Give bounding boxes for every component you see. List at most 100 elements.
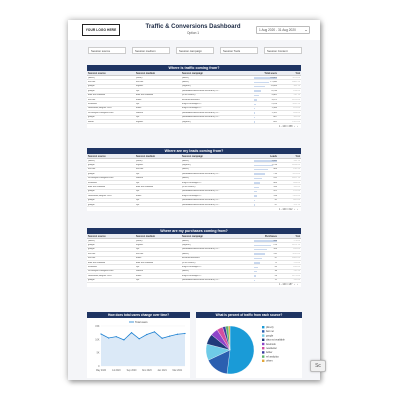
table-row: fast net fast net (direct) 132 -15.3 % [87,252,301,257]
column-header[interactable]: Session medium [136,154,155,158]
purchases-table: Where are my purchases coming from? Sessi… [87,228,301,287]
table-cell: (direct) [182,270,189,273]
prev-page-icon[interactable]: ‹ [294,124,296,128]
metric-cell: 406 [253,182,279,184]
legend-label: (direct) [266,326,274,329]
table-cell: ref analytics.adsgeek.com [88,111,114,114]
table-row: fast net email fixstore/newsletter 97 +26.5 … [87,257,301,261]
table-cell: fast net [88,81,96,84]
metric-bar [254,173,266,175]
table-cell: google [88,199,95,202]
table-title: Where is traffic coming from? [87,65,301,71]
users-line-chart-card: How does total users change over time? T… [87,312,190,378]
column-header[interactable]: Session source [88,154,106,158]
metric-cell: 71 [253,262,279,264]
next-page-icon[interactable]: › [297,283,298,287]
data-point [108,337,110,339]
metric-bar [254,99,258,101]
column-header[interactable]: Session campaign [182,234,203,238]
metric-cell: 24 [253,275,279,277]
pagination-label: 1 - 100 / 187 [278,283,293,287]
table-header-row: Session source Session medium Session camp… [87,71,301,76]
filter-session-medium[interactable]: Session medium [132,47,170,54]
table-cell: mug2020/budget-27 [182,181,202,184]
x-tick-label: Sep 2020 [127,370,138,372]
metric-value: 55 [274,266,277,269]
legend-swatch [262,326,265,329]
metric-value: 38 [274,270,277,273]
metric-bar [254,204,255,206]
table-row: data not available data not available (in … [87,94,301,98]
column-header[interactable]: Session source [88,234,106,238]
metric-value: 158 [273,194,277,197]
data-point [138,338,140,340]
column-header[interactable]: Session campaign [182,154,203,158]
table-cell: google [88,89,95,92]
data-point [123,339,125,341]
delta-cell: -15.3 % [292,252,300,255]
metric-value: 71 [274,261,277,264]
legend-label: Total users [135,320,148,324]
pagination[interactable]: 1 - 100 / 312 ‹ › [87,207,301,211]
column-header[interactable]: Session medium [136,234,155,238]
data-point [100,333,102,335]
table-cell: cpc [136,181,140,184]
table-cell: data not available [88,94,106,97]
metric-cell: 158 [253,195,279,197]
delta-cell: +4.4 % [293,248,300,251]
metric-cell: 887 [253,116,279,119]
pie-slice[interactable] [226,325,255,375]
data-point [169,335,171,337]
table-row: google organic (organic) 213 +12.1 % [87,243,301,248]
filter-session-source[interactable]: Session source [88,47,126,54]
column-header[interactable]: Session campaign [182,71,203,75]
series-line-total-users [100,331,186,341]
table-cell: google [88,190,95,193]
table-row: google cpc (brandable/about-more-list-and-… [87,203,301,208]
table-cell: (brandable/about-more-list-and-to) %... [182,190,220,193]
column-header[interactable]: % Δ [295,154,300,158]
filter-session-campaign[interactable]: Session campaign [176,47,214,54]
date-range-label: 1 Aug 2020 - 31 Aug 2020 [259,28,296,32]
data-point [184,332,186,335]
metric-bar [254,94,260,97]
table-row: (direct) (none) (direct) 25,601 -12.4 % [87,76,301,81]
y-tick-label: 15K [95,325,100,328]
table-cell: fast net [136,252,144,255]
column-header[interactable]: Session medium [136,71,155,75]
column-header[interactable]: Purchases [264,234,277,238]
legend-swatch [262,330,265,333]
metric-cell: 17,090 [253,81,279,84]
delta-cell: +21.0 % [291,98,300,101]
metric-cell: 213 [253,244,279,247]
traffic-table: Where is traffic coming from? Session sou… [87,65,301,129]
column-header[interactable]: Total users [264,71,277,75]
metric-value: 1,218 [271,164,277,167]
table-title: Where are my purchases coming from? [87,228,301,234]
metric-value: 333 [273,186,277,189]
delta-cell: +8.8 % [293,181,300,184]
next-page-icon[interactable]: › [297,207,298,211]
prev-page-icon[interactable]: ‹ [294,283,296,287]
pie-slice[interactable] [228,325,231,351]
metric-cell: 92 [253,199,279,202]
pagination[interactable]: 1 - 100 / 458 ‹ › [87,124,301,128]
column-header[interactable]: % Δ [295,234,300,238]
next-page-icon[interactable]: › [297,124,298,128]
column-header[interactable]: Leads [270,154,277,158]
metric-value: 8,234 [271,89,277,92]
table-cell: referral [136,111,143,114]
filter-session-tools[interactable]: Session Tools [220,47,258,54]
prev-page-icon[interactable]: ‹ [294,207,296,211]
table-cell: (none) [136,239,143,242]
scroll-button[interactable]: Sc [310,360,326,372]
delta-cell: +9.0 % [293,266,300,269]
column-header[interactable]: % Δ [295,71,300,75]
date-range-picker[interactable]: 1 Aug 2020 - 31 Aug 2020 [256,26,310,34]
table-row: Newsletter, August 2020 email mug2020/budg… [87,107,301,112]
filter-session-content[interactable]: Session Content [264,47,302,54]
pagination[interactable]: 1 - 100 / 187 ‹ › [87,283,301,287]
column-header[interactable]: Session source [88,71,106,75]
table-row: facebook cpc mug2020/budget-27 55 +9.0 % [87,265,301,270]
pagination-label: 1 - 100 / 312 [278,207,293,211]
